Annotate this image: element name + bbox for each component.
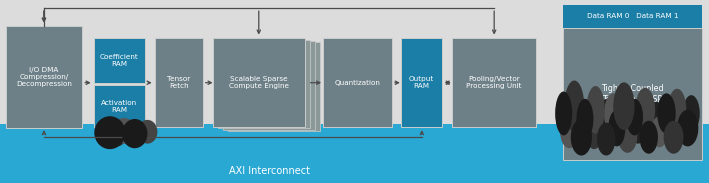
Text: Tightly Coupled
Tensilica® DSP: Tightly Coupled Tensilica® DSP bbox=[601, 84, 664, 104]
Bar bbox=[563, 28, 702, 160]
Bar bbox=[94, 85, 145, 127]
Ellipse shape bbox=[555, 92, 572, 135]
Ellipse shape bbox=[664, 121, 683, 154]
Ellipse shape bbox=[560, 115, 579, 148]
Ellipse shape bbox=[657, 93, 676, 134]
Ellipse shape bbox=[613, 82, 635, 130]
Ellipse shape bbox=[630, 113, 646, 144]
Ellipse shape bbox=[651, 116, 668, 147]
Text: Quantization: Quantization bbox=[335, 80, 380, 86]
Ellipse shape bbox=[586, 118, 603, 149]
Bar bbox=[228, 42, 320, 131]
Ellipse shape bbox=[640, 121, 658, 154]
Ellipse shape bbox=[113, 118, 135, 144]
Ellipse shape bbox=[597, 123, 615, 156]
Ellipse shape bbox=[626, 99, 643, 135]
Text: AXI Interconnect: AXI Interconnect bbox=[229, 166, 310, 176]
Ellipse shape bbox=[564, 81, 584, 132]
Bar bbox=[218, 40, 310, 128]
Text: Output
RAM: Output RAM bbox=[409, 76, 434, 89]
Text: Pooling/Vector
Processing Unit: Pooling/Vector Processing Unit bbox=[467, 76, 522, 89]
Ellipse shape bbox=[108, 126, 126, 146]
Bar bbox=[213, 38, 305, 127]
Ellipse shape bbox=[599, 99, 615, 135]
Bar bbox=[155, 38, 203, 127]
Text: Scalable Sparse
Compute Engine: Scalable Sparse Compute Engine bbox=[229, 76, 289, 89]
Ellipse shape bbox=[571, 119, 592, 156]
Ellipse shape bbox=[604, 93, 623, 134]
Ellipse shape bbox=[608, 110, 625, 146]
Text: Data RAM 0   Data RAM 1: Data RAM 0 Data RAM 1 bbox=[586, 14, 679, 19]
Bar bbox=[94, 38, 145, 83]
Text: Activation
RAM: Activation RAM bbox=[101, 100, 138, 113]
Ellipse shape bbox=[648, 102, 664, 136]
Ellipse shape bbox=[618, 118, 637, 153]
Bar bbox=[0, 124, 709, 183]
Ellipse shape bbox=[576, 99, 593, 139]
Ellipse shape bbox=[94, 116, 125, 149]
Ellipse shape bbox=[668, 89, 686, 131]
Ellipse shape bbox=[635, 88, 655, 132]
Bar bbox=[6, 26, 82, 128]
Bar bbox=[401, 38, 442, 127]
Bar bbox=[223, 41, 315, 130]
Text: I/O DMA
Compression/
Decompression: I/O DMA Compression/ Decompression bbox=[16, 67, 72, 87]
Bar bbox=[323, 38, 392, 127]
Bar bbox=[563, 5, 702, 28]
Ellipse shape bbox=[138, 120, 157, 144]
Ellipse shape bbox=[586, 86, 605, 134]
Bar bbox=[452, 38, 536, 127]
Text: Coefficient
RAM: Coefficient RAM bbox=[100, 54, 139, 68]
Ellipse shape bbox=[677, 110, 698, 146]
Ellipse shape bbox=[122, 119, 147, 148]
Text: Tensor
Fetch: Tensor Fetch bbox=[167, 76, 190, 89]
Ellipse shape bbox=[683, 95, 700, 132]
